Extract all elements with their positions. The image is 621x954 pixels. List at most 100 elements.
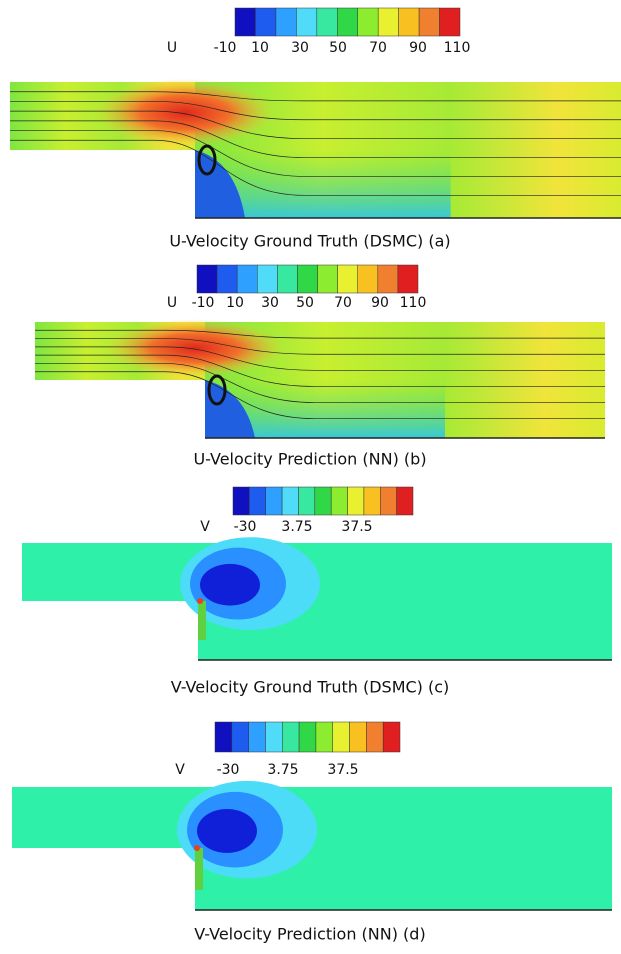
streamline <box>35 363 605 403</box>
streamline <box>10 130 621 177</box>
colorbar-swatch <box>281 486 299 516</box>
colorbar-swatch <box>357 7 379 37</box>
colorbar-swatch <box>396 486 414 516</box>
streamline <box>35 338 605 355</box>
inlet <box>22 543 200 601</box>
colorbar-swatch <box>298 721 317 753</box>
colorbar-swatch <box>265 721 283 753</box>
inlet <box>12 787 197 848</box>
colorbar-label: 10 <box>251 40 269 56</box>
colorbar-label: 90 <box>409 40 427 56</box>
colorbar-swatch <box>337 7 358 37</box>
colorbar-label: 70 <box>369 40 387 56</box>
caption: V-Velocity Ground Truth (DSMC) (c) <box>171 678 450 697</box>
colorbar-swatch <box>236 264 258 294</box>
colorbar-variable: U <box>167 40 177 56</box>
colorbar-swatch <box>349 721 367 753</box>
colorbar-swatch <box>337 264 358 294</box>
colorbar-swatch <box>255 7 277 37</box>
streamline <box>35 329 605 339</box>
colorbar-swatch <box>265 486 283 516</box>
colorbar-swatch <box>234 7 256 37</box>
flow-field <box>10 78 621 219</box>
colorbar-label: -30 <box>217 762 240 778</box>
vortex <box>197 144 217 176</box>
colorbar-swatch <box>249 486 266 516</box>
colorbar-label: -10 <box>214 40 237 56</box>
high-velocity <box>95 78 275 147</box>
colorbar-swatch <box>231 721 249 753</box>
colorbar <box>234 7 461 37</box>
caption: U-Velocity Ground Truth (DSMC) (a) <box>169 232 450 251</box>
colorbar-swatch <box>332 721 350 753</box>
colorbar-swatch <box>330 486 348 516</box>
colorbar-swatch <box>418 7 440 37</box>
colorbar-label: 3.75 <box>267 762 298 778</box>
streamline <box>10 139 621 196</box>
colorbar-label: -30 <box>234 519 257 535</box>
colorbar-swatch <box>380 486 397 516</box>
colorbar-variable: U <box>167 295 177 311</box>
colorbar <box>214 721 401 753</box>
colorbar-swatch <box>248 721 266 753</box>
flow-field <box>22 537 612 661</box>
colorbar-swatch <box>397 264 419 294</box>
high-velocity <box>105 319 285 378</box>
streamline <box>10 110 621 140</box>
recirculation <box>205 380 255 438</box>
colorbar-label: 70 <box>334 295 352 311</box>
corner-band <box>198 601 206 640</box>
colorbar-swatch <box>316 7 338 37</box>
colorbar-swatch <box>317 264 338 294</box>
colorbar-variable: V <box>200 519 210 535</box>
flow-field <box>12 780 612 911</box>
colorbar-swatch <box>363 486 381 516</box>
colorbar-swatch <box>298 486 316 516</box>
colorbar-swatch <box>275 7 297 37</box>
colorbar-label: 10 <box>226 295 244 311</box>
colorbar-label: 90 <box>371 295 389 311</box>
colorbar-swatch <box>257 264 278 294</box>
colorbar-swatch <box>232 486 250 516</box>
vortex <box>207 374 227 406</box>
colorbar-swatch <box>196 264 218 294</box>
corner-spike <box>194 845 200 851</box>
caption: V-Velocity Prediction (NN) (d) <box>194 925 425 944</box>
colorbar-swatch <box>277 264 298 294</box>
colorbar-swatch <box>377 7 399 37</box>
colorbar-swatch <box>214 721 233 753</box>
colorbar-swatch <box>315 721 333 753</box>
colorbar-variable: V <box>175 762 185 778</box>
colorbar-swatch <box>216 264 238 294</box>
streamline <box>35 371 605 420</box>
colorbar-swatch <box>366 721 384 753</box>
colorbar-label: 3.75 <box>281 519 312 535</box>
colorbar-swatch <box>297 264 318 294</box>
colorbar-swatch <box>357 264 379 294</box>
colorbar-label: 110 <box>444 40 471 56</box>
colorbar-swatch <box>347 486 365 516</box>
corner-band <box>195 848 203 890</box>
flow-field <box>35 319 605 439</box>
colorbar-label: 30 <box>261 295 279 311</box>
colorbar-swatch <box>296 7 318 37</box>
colorbar-swatch <box>382 721 401 753</box>
streamline <box>10 101 621 121</box>
colorbar <box>232 486 414 516</box>
colorbar-label: 50 <box>296 295 314 311</box>
colorbar-label: 110 <box>400 295 427 311</box>
colorbar-label: 37.5 <box>327 762 358 778</box>
streamline <box>35 346 605 371</box>
colorbar-label: -10 <box>192 295 215 311</box>
streamline <box>10 120 621 158</box>
colorbar-swatch <box>398 7 420 37</box>
colorbar-label: 37.5 <box>341 519 372 535</box>
colorbar-swatch <box>282 721 300 753</box>
v-contour-3 <box>200 563 260 606</box>
streamline <box>35 354 605 387</box>
colorbar <box>196 264 419 294</box>
colorbar-label: 30 <box>291 40 309 56</box>
v-contour-3 <box>197 808 257 853</box>
colorbar-label: 50 <box>329 40 347 56</box>
